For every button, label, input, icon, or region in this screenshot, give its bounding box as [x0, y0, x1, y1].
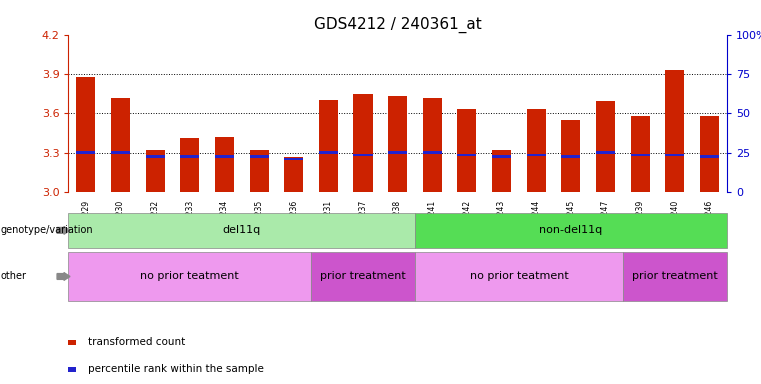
Bar — [562, 120, 581, 192]
Text: prior treatment: prior treatment — [320, 271, 406, 281]
Bar — [76, 76, 95, 192]
Bar — [700, 116, 719, 192]
Text: GSM652243: GSM652243 — [497, 200, 506, 246]
Bar — [492, 156, 511, 158]
Bar — [68, 213, 415, 248]
Bar — [492, 150, 511, 192]
Text: GSM652241: GSM652241 — [428, 200, 437, 246]
Bar — [415, 213, 727, 248]
Text: GSM652231: GSM652231 — [324, 200, 333, 246]
Text: GSM652239: GSM652239 — [635, 200, 645, 246]
Text: no prior teatment: no prior teatment — [140, 271, 239, 281]
Text: GSM652230: GSM652230 — [116, 200, 125, 246]
Text: non-del11q: non-del11q — [540, 225, 603, 235]
Text: prior treatment: prior treatment — [632, 271, 718, 281]
Bar — [527, 109, 546, 192]
Text: GSM652238: GSM652238 — [393, 200, 402, 246]
Bar — [284, 157, 303, 192]
Bar — [353, 94, 372, 192]
Text: GSM652247: GSM652247 — [601, 200, 610, 246]
Bar — [145, 156, 164, 158]
Bar — [353, 154, 372, 156]
Text: GSM652236: GSM652236 — [289, 200, 298, 246]
Bar — [111, 98, 130, 192]
Bar — [423, 151, 442, 154]
Bar — [180, 138, 199, 192]
Bar — [622, 252, 727, 301]
Bar — [415, 252, 622, 301]
Bar — [284, 158, 303, 161]
Bar — [111, 151, 130, 154]
Bar — [180, 156, 199, 158]
Bar — [76, 151, 95, 154]
Bar — [457, 154, 476, 156]
Bar — [631, 116, 650, 192]
Bar — [665, 70, 684, 192]
Text: genotype/variation: genotype/variation — [1, 225, 94, 235]
Bar — [562, 156, 581, 158]
Bar — [596, 151, 615, 154]
Text: GSM652235: GSM652235 — [254, 200, 263, 246]
Bar — [700, 156, 719, 158]
Bar — [215, 156, 234, 158]
Text: GSM652245: GSM652245 — [566, 200, 575, 246]
Text: GSM652240: GSM652240 — [670, 200, 680, 246]
Bar — [250, 150, 269, 192]
Bar — [631, 154, 650, 156]
Bar — [319, 151, 338, 154]
Bar — [423, 98, 442, 192]
Text: GSM652237: GSM652237 — [358, 200, 368, 246]
Text: GSM652229: GSM652229 — [81, 200, 91, 246]
Text: GSM652233: GSM652233 — [185, 200, 194, 246]
Bar — [596, 101, 615, 192]
Bar — [527, 154, 546, 156]
Bar — [215, 137, 234, 192]
Text: GSM652232: GSM652232 — [151, 200, 160, 246]
Text: GSM652244: GSM652244 — [532, 200, 541, 246]
Text: GSM652246: GSM652246 — [705, 200, 714, 246]
Text: GSM652234: GSM652234 — [220, 200, 229, 246]
Text: no prior teatment: no prior teatment — [470, 271, 568, 281]
Bar — [665, 154, 684, 156]
Bar — [250, 156, 269, 158]
Bar — [145, 150, 164, 192]
Text: transformed count: transformed count — [88, 337, 185, 347]
Bar — [319, 100, 338, 192]
Bar — [388, 151, 407, 154]
Text: del11q: del11q — [223, 225, 261, 235]
Bar — [68, 252, 311, 301]
Text: GSM652242: GSM652242 — [463, 200, 471, 246]
Text: percentile rank within the sample: percentile rank within the sample — [88, 364, 263, 374]
Title: GDS4212 / 240361_at: GDS4212 / 240361_at — [314, 17, 482, 33]
Text: other: other — [1, 271, 27, 281]
Bar — [311, 252, 415, 301]
Bar — [457, 109, 476, 192]
Bar — [388, 96, 407, 192]
